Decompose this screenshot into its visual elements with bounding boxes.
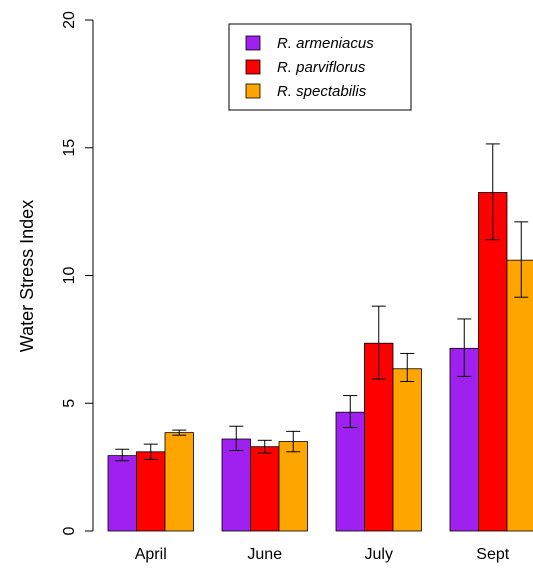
y-tick-label: 15	[61, 139, 78, 157]
bar	[107, 455, 137, 532]
x-axis-labels: April June July Sept	[135, 546, 510, 563]
y-axis-title: Water Stress Index	[17, 200, 37, 352]
bar	[335, 411, 365, 532]
bar	[164, 432, 194, 532]
y-axis: 0 5 10 15 20	[61, 11, 94, 535]
y-tick-label: 0	[61, 526, 78, 535]
x-tick-label: April	[135, 546, 167, 563]
y-tick-label: 5	[61, 399, 78, 408]
legend-label: R. spectabilis	[277, 83, 367, 100]
bar	[250, 446, 280, 532]
x-tick-label: June	[247, 546, 282, 563]
x-tick-label: July	[365, 546, 393, 563]
legend-swatch	[245, 59, 261, 75]
legend: R. armeniacus R. parviflorus R. spectabili…	[228, 23, 412, 111]
legend-label: R. parviflorus	[277, 59, 366, 76]
legend-swatch	[245, 83, 261, 99]
bar	[478, 192, 508, 532]
y-tick-label: 10	[61, 267, 78, 285]
error-bars-group	[115, 143, 529, 462]
bar	[278, 441, 308, 532]
bar	[221, 438, 251, 532]
bar	[392, 368, 422, 532]
legend-swatch	[245, 35, 261, 51]
bars-group	[107, 192, 533, 532]
y-tick-label: 20	[61, 11, 78, 29]
legend-label: R. armeniacus	[277, 35, 374, 52]
bar	[136, 451, 166, 532]
x-tick-label: Sept	[476, 546, 509, 563]
bar	[506, 259, 533, 532]
